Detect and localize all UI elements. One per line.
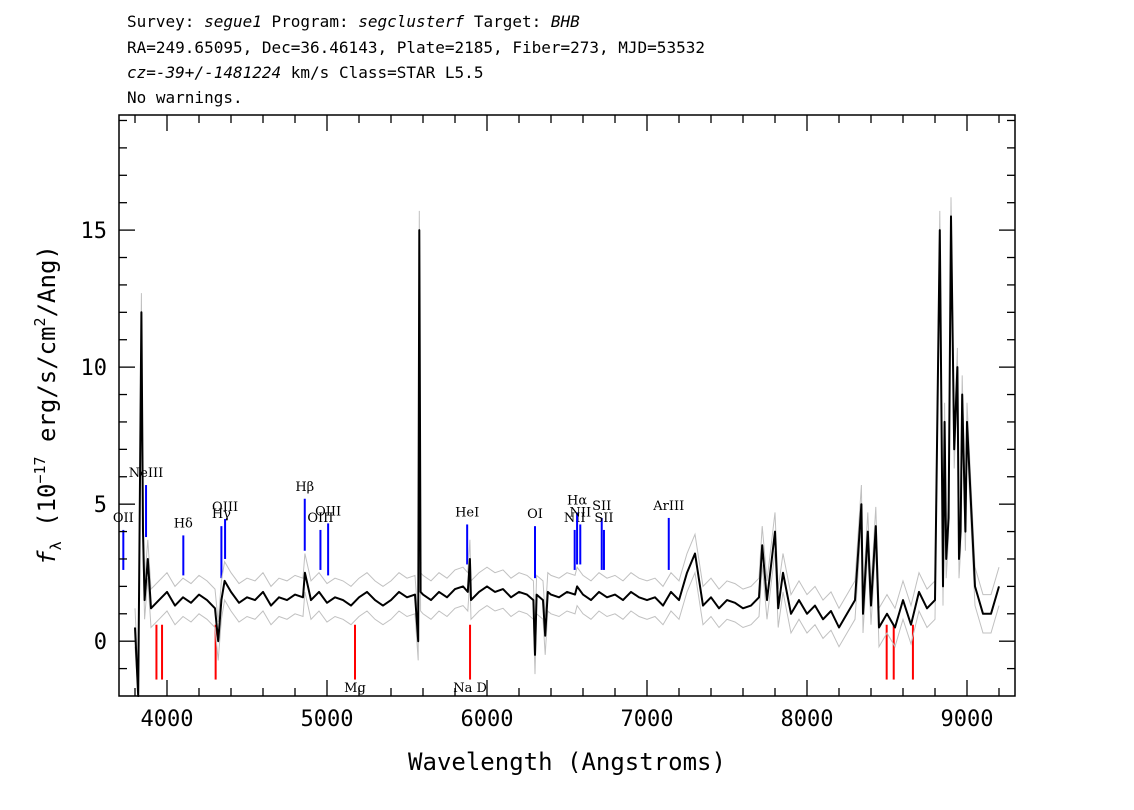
emission-line-label: Hα bbox=[567, 493, 587, 508]
header-line-4: No warnings. bbox=[127, 88, 243, 107]
emission-line-label: OIII bbox=[315, 504, 341, 519]
emission-line-label: NII bbox=[564, 511, 586, 526]
absorption-line-label: Mg bbox=[344, 681, 366, 696]
y-axis-sq: 2 bbox=[31, 317, 49, 326]
emission-line-label: HeI bbox=[455, 505, 479, 520]
target-label: Target: bbox=[473, 12, 542, 31]
emission-line-label: SII bbox=[592, 499, 611, 514]
y-axis-title: fλ (10−17 erg/s/cm2/Ang) bbox=[31, 245, 65, 565]
header-line-2: RA=249.65095, Dec=36.46143, Plate=2185, … bbox=[127, 38, 705, 57]
emission-line-label: Hγ bbox=[212, 507, 231, 522]
y-axis-pre: (10 bbox=[33, 484, 61, 542]
x-tick-label: 6000 bbox=[461, 707, 514, 732]
x-axis-title: Wavelength (Angstroms) bbox=[408, 748, 726, 776]
x-tick-label: 5000 bbox=[301, 707, 354, 732]
x-tick-label: 7000 bbox=[621, 707, 674, 732]
y-axis-mid: erg/s/cm bbox=[33, 326, 61, 456]
absorption-line-label: Na D bbox=[453, 681, 487, 696]
emission-line-label: NeIII bbox=[129, 466, 163, 481]
axis-tick-labels: 4000 5000 6000 7000 8000 9000 0 5 10 15 bbox=[81, 219, 994, 732]
y-tick-label: 15 bbox=[81, 219, 108, 244]
error-band-lower bbox=[134, 235, 1000, 697]
y-axis-end: /Ang) bbox=[33, 245, 61, 317]
emission-line-label: OI bbox=[527, 507, 543, 522]
survey-value: segue1 bbox=[204, 12, 262, 31]
emission-line-label: OII bbox=[113, 511, 134, 526]
emission-line-label: Hβ bbox=[295, 480, 314, 495]
program-label: Program: bbox=[271, 12, 349, 31]
y-axis-exp: −17 bbox=[31, 456, 49, 483]
absorption-lines: Mg Na D bbox=[155, 624, 914, 696]
emission-line-label: SII bbox=[594, 511, 613, 526]
target-value: BHB bbox=[550, 12, 580, 31]
y-axis-lambda: λ bbox=[47, 541, 65, 550]
emission-line-label: Hδ bbox=[174, 516, 193, 531]
error-band-upper bbox=[134, 197, 1000, 677]
axis-ticks bbox=[119, 115, 1015, 696]
survey-label: Survey: bbox=[127, 12, 195, 31]
spectrum-series bbox=[134, 197, 1000, 697]
y-tick-label: 0 bbox=[94, 630, 107, 655]
class-text: Class=STAR L5.5 bbox=[338, 63, 484, 82]
header-line-3: cz=-39+/-1481224 km/s Class=STAR L5.5 bbox=[127, 63, 483, 83]
cz-value: -39+/-1481224 bbox=[155, 63, 282, 82]
cz-unit: km/s bbox=[290, 63, 330, 82]
cz-label: cz= bbox=[127, 63, 156, 82]
header-line-1: Survey: segue1 Program: segclusterf Targ… bbox=[127, 12, 580, 32]
program-value: segclusterf bbox=[358, 12, 465, 31]
plot-frame bbox=[118, 114, 1016, 697]
x-tick-label: 8000 bbox=[781, 707, 834, 732]
x-tick-label: 4000 bbox=[141, 707, 194, 732]
emission-line-label: OIII bbox=[212, 500, 238, 515]
y-axis-f: f bbox=[33, 550, 61, 565]
emission-line-label: ArIII bbox=[652, 499, 684, 514]
emission-line-label: NII bbox=[569, 505, 591, 520]
y-tick-label: 5 bbox=[94, 493, 107, 518]
x-tick-label: 9000 bbox=[941, 707, 994, 732]
y-tick-label: 10 bbox=[81, 356, 108, 381]
spectrum-line bbox=[134, 215, 1000, 697]
emission-line-label: OIII bbox=[307, 511, 333, 526]
